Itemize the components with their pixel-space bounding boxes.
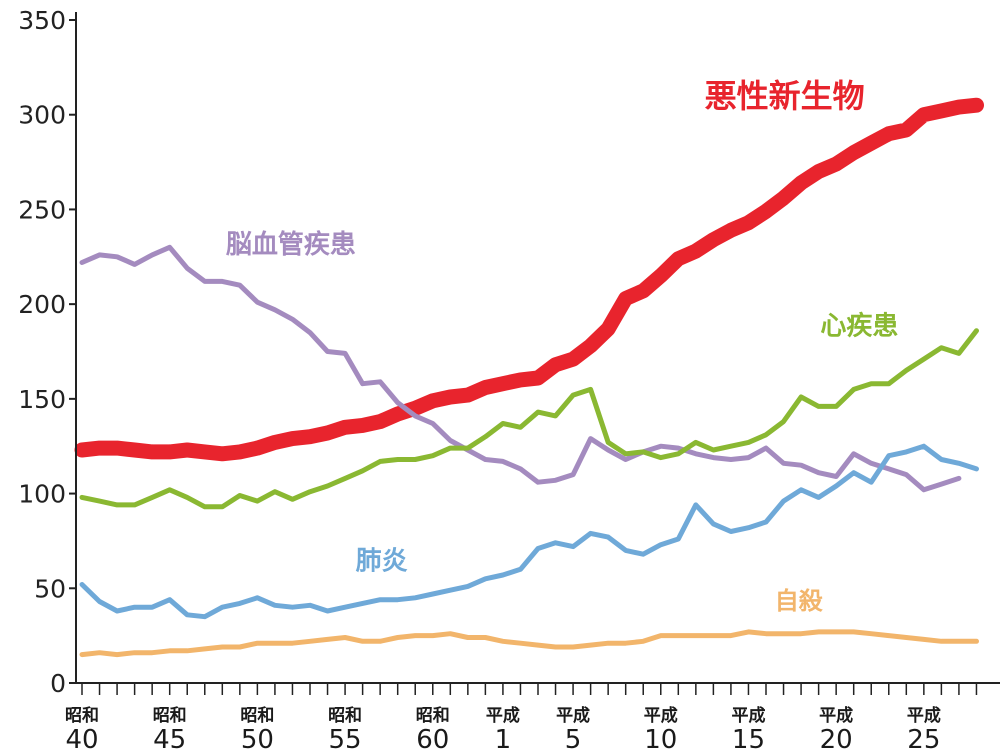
y-tick-label: 350 [18, 6, 66, 35]
y-tick-label: 200 [18, 290, 66, 319]
x-tick-year-label: 50 [241, 725, 274, 752]
series-label-3: 肺炎 [356, 546, 408, 576]
x-tick-year-label: 15 [732, 725, 765, 752]
x-tick-year-label: 20 [820, 725, 853, 752]
series-label-0: 悪性新生物 [705, 77, 865, 115]
series-label-2: 心疾患 [820, 310, 898, 341]
series-line-0 [74, 97, 984, 462]
x-tick-year-label: 1 [495, 725, 512, 752]
y-tick-label: 0 [50, 669, 66, 698]
y-tick-label: 150 [18, 385, 66, 414]
x-tick-era-label: 昭和 [416, 706, 450, 726]
x-tick-era-label: 平成 [907, 705, 941, 726]
x-tick-year-label: 60 [416, 725, 449, 752]
y-axis-ticks: 0 50 100 150 200 250 300 350 [18, 6, 76, 698]
series-lines [74, 97, 984, 658]
y-tick-label: 250 [18, 195, 66, 224]
series-label-1: 脳血管疾患 [225, 229, 356, 260]
x-tick-year-label: 40 [65, 725, 98, 752]
x-tick-era-label: 昭和 [65, 706, 99, 726]
x-tick-era-label: 昭和 [153, 706, 187, 726]
series-line-2 [79, 328, 979, 510]
x-tick-era-label: 平成 [556, 705, 590, 726]
y-tick-label: 100 [18, 480, 66, 509]
x-tick-year-label: 45 [153, 725, 186, 752]
x-tick-era-label: 昭和 [240, 706, 274, 726]
x-tick-year-label: 5 [565, 725, 582, 752]
x-tick-year-label: 25 [907, 725, 940, 752]
x-tick-year-label: 10 [644, 725, 677, 752]
x-tick-era-label: 昭和 [328, 706, 362, 726]
y-tick-label: 50 [34, 574, 66, 603]
y-tick-label: 300 [18, 101, 66, 130]
x-tick-year-label: 55 [329, 725, 362, 752]
series-line-3 [79, 443, 979, 620]
x-tick-era-label: 平成 [819, 705, 853, 726]
x-axis-ticks: 昭和40昭和45昭和50昭和55昭和60平成1平成5平成10平成15平成20平成… [65, 683, 978, 752]
x-tick-era-label: 平成 [486, 705, 520, 726]
x-tick-era-label: 平成 [644, 705, 678, 726]
x-tick-era-label: 平成 [731, 705, 765, 726]
series-line-1 [79, 244, 962, 493]
series-label-4: 自殺 [775, 587, 824, 615]
series-line-4 [79, 629, 979, 658]
